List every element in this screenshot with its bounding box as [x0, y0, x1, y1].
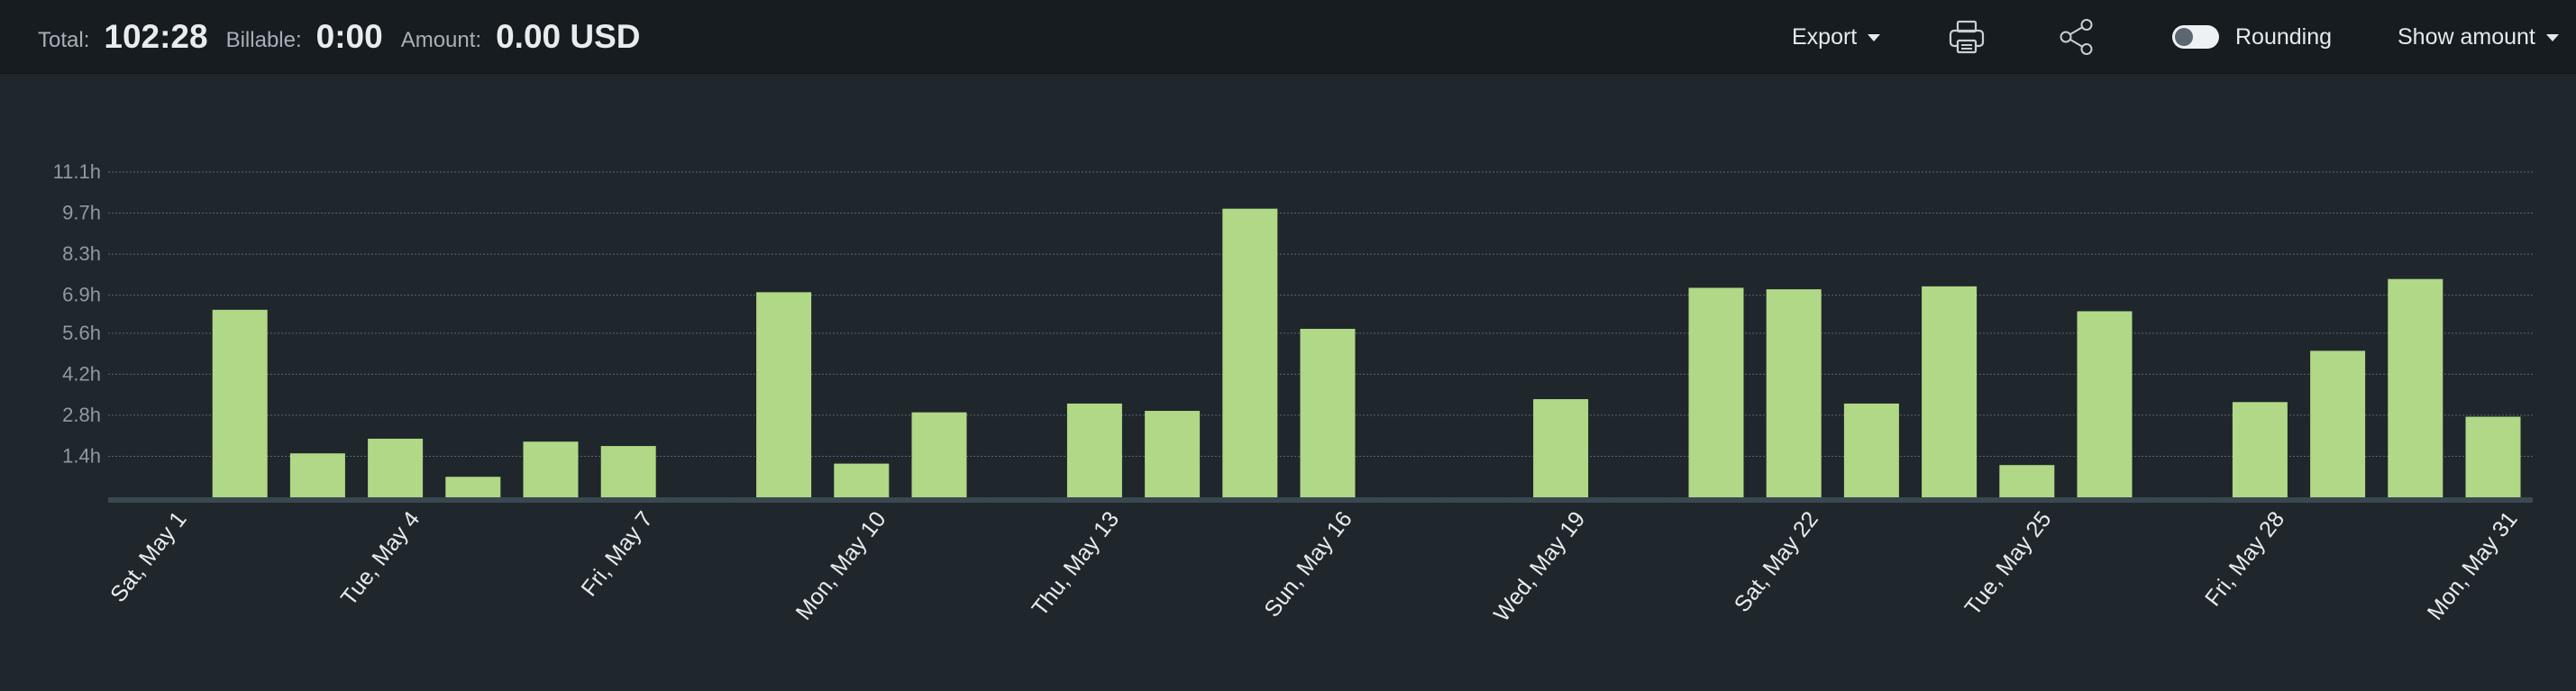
bar[interactable]	[445, 477, 501, 497]
bar[interactable]	[911, 412, 967, 497]
bar[interactable]	[2310, 350, 2366, 497]
share-icon	[2060, 19, 2093, 55]
y-tick-label: 1.4h	[62, 444, 101, 467]
x-tick-label: Tue, May 25	[1959, 506, 2056, 620]
chevron-down-icon	[2545, 34, 2559, 41]
x-axis: Sat, May 1 Tue, May 4 Fri, May 7 Mon, May 1…	[105, 506, 2523, 626]
x-tick-label: Wed, May 19	[1489, 506, 1590, 626]
toolbar: Export Roundi	[0, 0, 2576, 74]
billable-value: 0:00	[315, 18, 383, 55]
bar[interactable]	[1766, 289, 1822, 497]
x-tick-label: Sun, May 16	[1259, 506, 1357, 622]
bar[interactable]	[2154, 497, 2210, 503]
y-tick-label: 11.1h	[53, 160, 101, 183]
y-tick-label: 9.7h	[62, 202, 101, 224]
y-tick-label: 4.2h	[62, 362, 101, 385]
bar[interactable]	[989, 497, 1045, 503]
y-axis: 1.4h 2.8h 4.2h 5.6h 6.9h 8.3h 9.7h 11.1h	[53, 160, 101, 467]
daily-hours-chart: 1.4h 2.8h 4.2h 5.6h 6.9h 8.3h 9.7h 11.1h Sat, M…	[0, 74, 2576, 686]
bar[interactable]	[1300, 328, 1356, 497]
y-tick-label: 8.3h	[62, 242, 101, 265]
show-amount-label: Show amount	[2398, 23, 2535, 50]
bar[interactable]	[212, 309, 268, 497]
bar[interactable]	[678, 497, 734, 503]
bars	[134, 208, 2521, 503]
bar[interactable]	[1533, 399, 1589, 497]
bar[interactable]	[1843, 403, 1899, 497]
amount-value: 0.00 USD	[496, 18, 641, 55]
bar[interactable]	[1222, 208, 1278, 498]
bar[interactable]	[1066, 403, 1122, 497]
export-label: Export	[1792, 23, 1858, 50]
chevron-down-icon	[1868, 34, 1881, 41]
total-label: Total:	[38, 28, 90, 52]
x-tick-label: Mon, May 31	[2423, 506, 2523, 624]
bar[interactable]	[2388, 278, 2444, 497]
printer-icon	[1949, 20, 1985, 54]
bar[interactable]	[1377, 497, 1433, 503]
amount-label: Amount:	[400, 28, 482, 52]
x-tick-label: Sat, May 1	[105, 506, 192, 606]
print-button[interactable]	[1948, 0, 1986, 74]
totals-summary: Total: 102:28 Billable: 0:00 Amount: 0.0…	[38, 0, 659, 74]
bar[interactable]	[134, 497, 190, 503]
bar[interactable]	[1688, 287, 1744, 497]
y-tick-label: 6.9h	[62, 284, 101, 306]
total-value: 102:28	[104, 18, 208, 55]
bar[interactable]	[834, 463, 890, 497]
share-button[interactable]	[2057, 0, 2096, 74]
bar[interactable]	[1145, 411, 1201, 497]
x-tick-label: Mon, May 10	[790, 506, 891, 624]
bar[interactable]	[2465, 416, 2521, 497]
rounding-switch[interactable]	[2172, 25, 2219, 49]
bar[interactable]	[756, 292, 812, 497]
report-header: Total: 102:28 Billable: 0:00 Amount: 0.0…	[0, 0, 2576, 74]
toggle-knob	[2175, 28, 2193, 46]
x-tick-label: Fri, May 28	[2200, 506, 2289, 611]
bar-chart: 1.4h 2.8h 4.2h 5.6h 6.9h 8.3h 9.7h 11.1h Sat, M…	[53, 160, 2533, 626]
x-tick-label: Sat, May 22	[1730, 506, 1823, 616]
x-tick-label: Fri, May 7	[576, 506, 657, 601]
export-dropdown[interactable]: Export	[1792, 0, 1881, 74]
x-tick-label: Thu, May 13	[1028, 506, 1125, 621]
show-amount-dropdown[interactable]: Show amount	[2398, 0, 2559, 74]
bar[interactable]	[289, 453, 345, 497]
bar[interactable]	[1611, 497, 1667, 503]
bar[interactable]	[523, 441, 579, 497]
bar[interactable]	[2232, 402, 2288, 497]
bar[interactable]	[1999, 465, 2055, 497]
rounding-label: Rounding	[2235, 23, 2333, 50]
bar[interactable]	[1455, 497, 1511, 503]
bar[interactable]	[1922, 286, 1978, 497]
x-tick-label: Tue, May 4	[336, 506, 425, 610]
bar[interactable]	[368, 438, 424, 497]
y-tick-label: 5.6h	[62, 322, 101, 344]
bar[interactable]	[2077, 311, 2133, 497]
billable-label: Billable:	[225, 28, 302, 52]
y-tick-label: 2.8h	[62, 404, 101, 426]
bar[interactable]	[600, 446, 656, 497]
rounding-toggle[interactable]: Rounding	[2172, 0, 2332, 74]
